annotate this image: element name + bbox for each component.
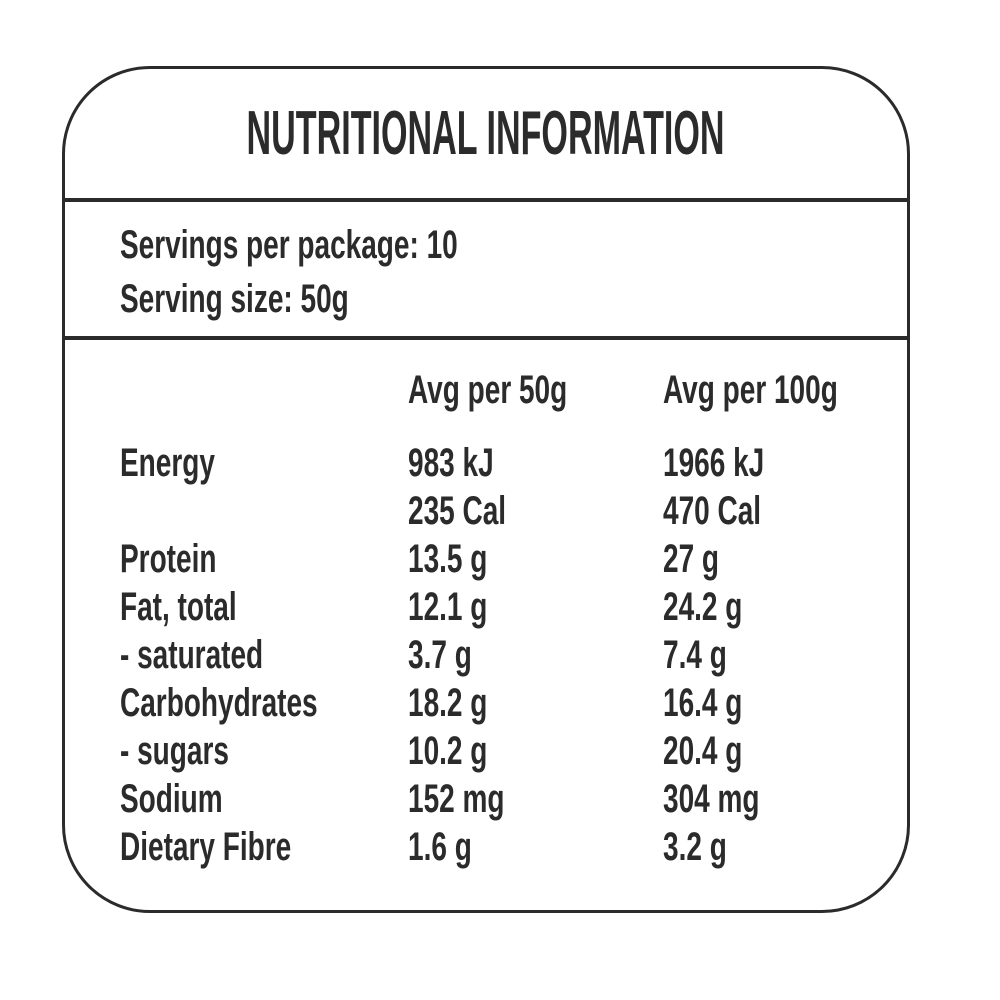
table-header-row: Avg per 50g Avg per 100g bbox=[120, 366, 907, 414]
row-label: Protein bbox=[120, 537, 217, 581]
nutrition-table: Avg per 50g Avg per 100g Energy 983 kJ 1… bbox=[65, 340, 907, 910]
header-avg-per-50g: Avg per 50g bbox=[408, 368, 568, 412]
value-50g: 18.2 g bbox=[408, 681, 488, 725]
row-label: Dietary Fibre bbox=[120, 825, 292, 869]
value-100g: 470 Cal bbox=[663, 489, 762, 533]
panel-title: NUTRITIONAL INFORMATION bbox=[247, 99, 725, 168]
value-50g: 983 kJ bbox=[408, 441, 494, 485]
value-100g: 7.4 g bbox=[663, 633, 727, 677]
row-label: Energy bbox=[120, 441, 215, 485]
row-label: Fat, total bbox=[120, 585, 237, 629]
table-row-carbohydrates: Carbohydrates 18.2 g 16.4 g bbox=[120, 679, 907, 727]
value-50g: 10.2 g bbox=[408, 729, 488, 773]
header-nutrient-column bbox=[120, 366, 408, 414]
value-50g: 1.6 g bbox=[408, 825, 472, 869]
table-row-saturated: - saturated 3.7 g 7.4 g bbox=[120, 631, 907, 679]
value-50g: 3.7 g bbox=[408, 633, 472, 677]
servings-per-package-text: Servings per package: 10 bbox=[120, 223, 458, 267]
table-row-protein: Protein 13.5 g 27 g bbox=[120, 535, 907, 583]
table-row-fat-total: Fat, total 12.1 g 24.2 g bbox=[120, 583, 907, 631]
row-label: Carbohydrates bbox=[120, 681, 318, 725]
servings-per-package: Servings per package: 10 bbox=[120, 218, 907, 272]
panel-header: NUTRITIONAL INFORMATION bbox=[65, 69, 907, 202]
value-50g: 235 Cal bbox=[408, 489, 507, 533]
table-row-energy-cal: 235 Cal 470 Cal bbox=[120, 487, 907, 535]
value-100g: 24.2 g bbox=[663, 585, 743, 629]
servings-section: Servings per package: 10 Serving size: 5… bbox=[65, 202, 907, 340]
value-100g: 304 mg bbox=[663, 777, 760, 821]
value-100g: 20.4 g bbox=[663, 729, 743, 773]
serving-size: Serving size: 50g bbox=[120, 272, 907, 326]
value-50g: 12.1 g bbox=[408, 585, 488, 629]
row-label: - saturated bbox=[120, 633, 264, 677]
value-100g: 3.2 g bbox=[663, 825, 727, 869]
value-100g: 1966 kJ bbox=[663, 441, 765, 485]
row-label: Sodium bbox=[120, 777, 223, 821]
table-row-dietary-fibre: Dietary Fibre 1.6 g 3.2 g bbox=[120, 823, 907, 871]
serving-size-text: Serving size: 50g bbox=[120, 277, 349, 321]
value-50g: 13.5 g bbox=[408, 537, 488, 581]
table-row-sodium: Sodium 152 mg 304 mg bbox=[120, 775, 907, 823]
row-label bbox=[120, 487, 408, 535]
nutrition-panel: NUTRITIONAL INFORMATION Servings per pac… bbox=[62, 66, 910, 913]
table-row-sugars: - sugars 10.2 g 20.4 g bbox=[120, 727, 907, 775]
table-row-energy: Energy 983 kJ 1966 kJ bbox=[120, 439, 907, 487]
header-avg-per-100g: Avg per 100g bbox=[663, 368, 838, 412]
row-label: - sugars bbox=[120, 729, 229, 773]
value-100g: 16.4 g bbox=[663, 681, 743, 725]
value-50g: 152 mg bbox=[408, 777, 505, 821]
value-100g: 27 g bbox=[663, 537, 720, 581]
